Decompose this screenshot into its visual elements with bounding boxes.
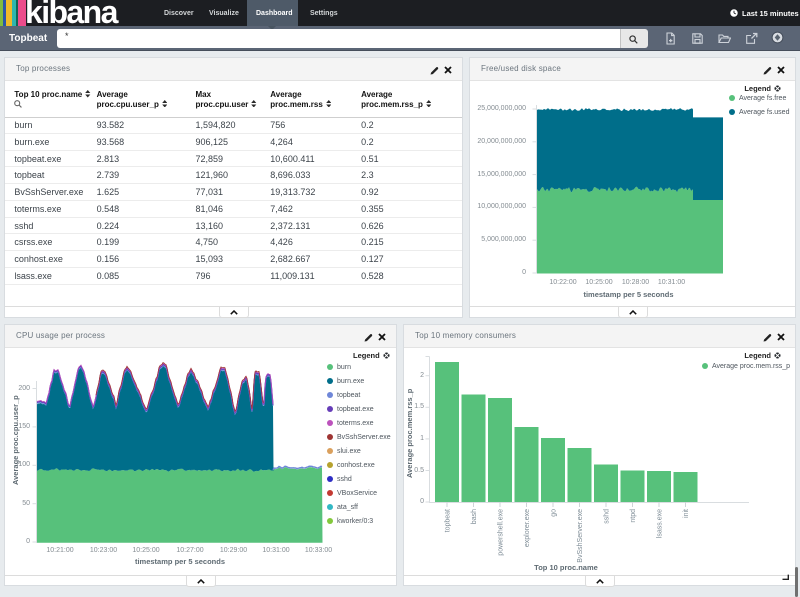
svg-text:BvSshServer.exe: BvSshServer.exe xyxy=(577,509,584,563)
svg-text:init: init xyxy=(683,509,690,518)
svg-text:sshd: sshd xyxy=(604,509,611,524)
svg-text:bash: bash xyxy=(471,509,478,524)
svg-text:lsass.exe: lsass.exe xyxy=(657,509,664,538)
svg-text:go: go xyxy=(551,509,558,517)
svg-text:powershell.exe: powershell.exe xyxy=(498,509,505,556)
svg-text:ntpd: ntpd xyxy=(630,509,637,523)
svg-text:topbeat: topbeat xyxy=(445,509,452,532)
svg-text:explorer.exe: explorer.exe xyxy=(524,509,531,547)
